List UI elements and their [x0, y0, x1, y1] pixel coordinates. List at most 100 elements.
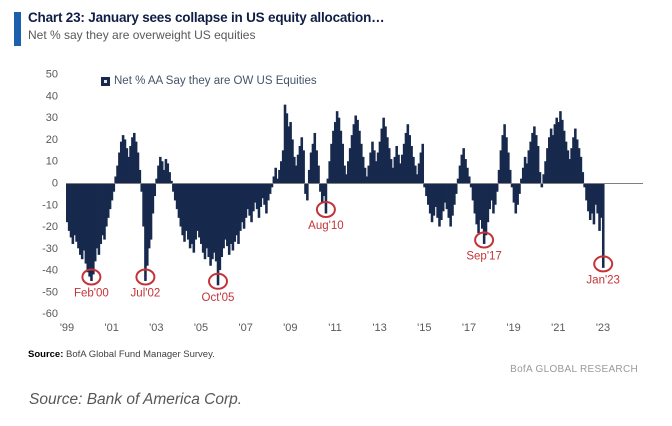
bar: [542, 174, 545, 183]
bar: [211, 183, 214, 260]
bar: [561, 119, 564, 183]
bar: [257, 183, 261, 218]
bar: [594, 183, 598, 205]
bar: [222, 183, 225, 249]
annotation-circle: [81, 268, 102, 286]
bar: [451, 183, 454, 216]
bar: [330, 143, 333, 183]
bar: [479, 183, 482, 221]
bar: [229, 183, 233, 244]
y-tick-label: 20: [46, 134, 58, 146]
bar: [108, 183, 112, 210]
annotation-circle: [135, 268, 156, 286]
bar: [101, 183, 104, 236]
bar: [408, 135, 411, 183]
x-tick-label: '13: [372, 322, 386, 334]
bar: [125, 148, 129, 183]
title-accent-bar: [14, 12, 21, 46]
x-tick-label: '17: [462, 322, 476, 334]
bar: [201, 183, 205, 253]
bar: [462, 148, 465, 183]
bar: [235, 183, 238, 236]
bar: [304, 183, 307, 194]
bar: [551, 135, 555, 183]
bar: [501, 135, 505, 183]
bar: [246, 183, 250, 210]
bar: [88, 183, 91, 277]
bar: [400, 154, 404, 183]
bar: [350, 135, 354, 183]
bar: [181, 183, 184, 236]
bar: [239, 183, 242, 231]
bar: [149, 183, 153, 240]
bar: [384, 126, 387, 183]
y-tick-label: -40: [42, 265, 58, 277]
bar: [600, 183, 603, 218]
bar: [123, 139, 127, 183]
bar: [291, 139, 294, 183]
bar: [134, 141, 138, 183]
bar: [131, 137, 134, 183]
bar: [103, 183, 106, 240]
bar: [298, 145, 302, 183]
bar: [596, 183, 599, 214]
bar: [579, 156, 583, 183]
bar: [105, 183, 108, 227]
x-tick-label: '01: [105, 322, 119, 334]
bar: [347, 161, 350, 183]
bar: [315, 150, 318, 183]
bar: [319, 183, 322, 192]
bar: [492, 183, 495, 214]
bar: [441, 183, 445, 212]
bar: [164, 159, 168, 183]
bar: [177, 183, 181, 218]
bar: [574, 128, 577, 183]
bar: [67, 183, 71, 231]
bar: [397, 154, 400, 183]
bar: [196, 183, 199, 231]
annotation-label: Feb'00: [74, 288, 109, 300]
bar: [203, 183, 207, 260]
bar: [192, 183, 196, 253]
bar: [166, 163, 170, 183]
bar: [69, 183, 73, 238]
bar: [572, 137, 575, 183]
bar: [380, 128, 384, 183]
bar: [183, 183, 186, 242]
bar: [590, 183, 594, 214]
x-tick-label: '99: [60, 322, 74, 334]
bar: [322, 183, 326, 197]
bar: [363, 167, 367, 183]
bar: [494, 183, 497, 205]
bar: [248, 183, 251, 216]
bar: [90, 183, 93, 281]
bar: [417, 163, 421, 183]
annotation-label: Sep'17: [466, 251, 501, 263]
annotation-label: Aug'10: [308, 220, 343, 232]
bar: [477, 183, 480, 234]
bar: [155, 178, 158, 183]
bar: [274, 167, 277, 183]
bar: [365, 176, 369, 183]
bar: [503, 124, 506, 183]
bar: [179, 183, 183, 227]
bar: [119, 141, 123, 183]
bar: [358, 130, 361, 183]
bar: [317, 165, 320, 183]
bar: [276, 178, 279, 183]
bar: [386, 137, 389, 183]
bar: [287, 126, 291, 183]
bar: [440, 183, 443, 221]
bar: [168, 172, 171, 183]
bar: [121, 135, 125, 183]
annotation-circle: [474, 231, 495, 249]
bar: [507, 152, 510, 183]
source-text: BofA Global Fund Manager Survey.: [63, 349, 215, 360]
bar: [516, 183, 519, 205]
bar: [186, 183, 190, 240]
bar: [311, 143, 315, 183]
x-tick-label: '19: [506, 322, 520, 334]
bar: [146, 183, 149, 266]
bar: [495, 183, 499, 192]
bar: [527, 150, 531, 183]
